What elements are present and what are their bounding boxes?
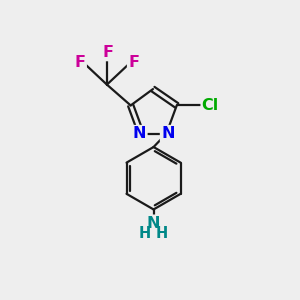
Text: Cl: Cl xyxy=(202,98,219,113)
Text: F: F xyxy=(75,55,86,70)
Text: N: N xyxy=(133,126,146,141)
Text: N: N xyxy=(161,126,175,141)
Text: F: F xyxy=(128,55,139,70)
Text: F: F xyxy=(103,45,114,60)
Text: H: H xyxy=(139,226,152,241)
Text: H: H xyxy=(156,226,168,241)
Text: N: N xyxy=(147,216,160,231)
